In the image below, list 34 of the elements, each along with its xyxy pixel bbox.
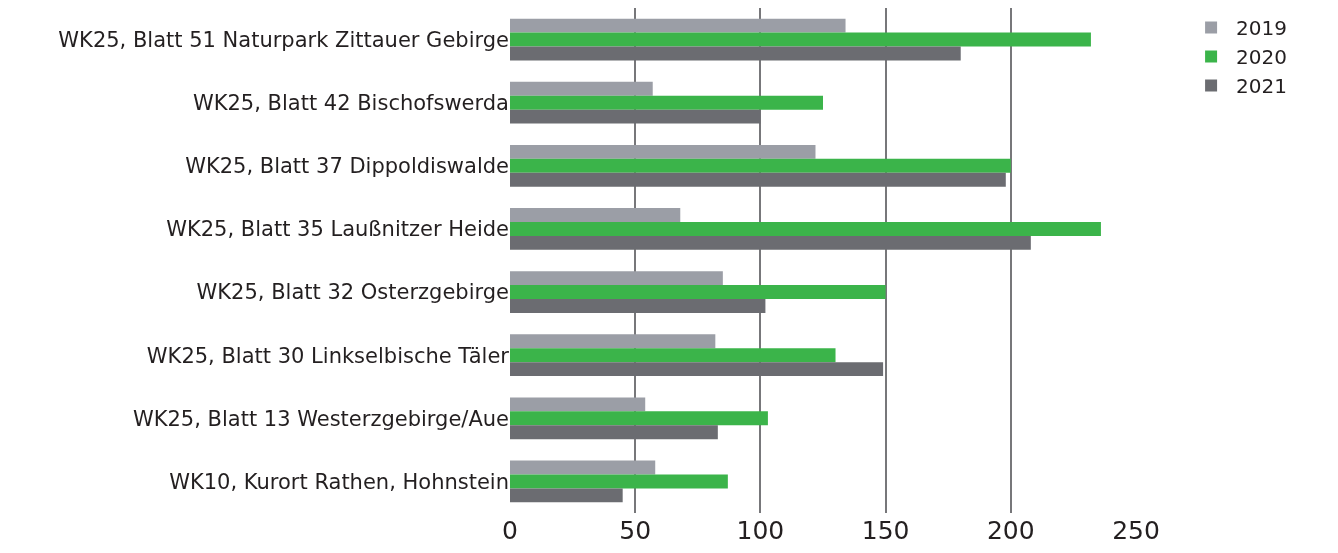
legend-label: 2020	[1236, 45, 1287, 70]
x-tick-label: 200	[986, 516, 1035, 545]
x-tick-label: 100	[736, 516, 785, 545]
x-tick-label: 150	[861, 516, 910, 545]
y-tick-label: WK25, Blatt 51 Naturpark Zittauer Gebirge	[58, 27, 509, 52]
legend-label: 2021	[1236, 74, 1287, 99]
y-tick-label: WK25, Blatt 35 Laußnitzer Heide	[166, 217, 509, 242]
y-tick-label: WK25, Blatt 42 Bischofswerda	[192, 91, 509, 116]
bar	[510, 221, 1101, 236]
bar	[510, 397, 646, 412]
bar	[510, 81, 653, 96]
bar	[510, 474, 728, 489]
bar	[510, 488, 623, 503]
legend-label: 2019	[1236, 16, 1287, 41]
bar	[510, 348, 836, 363]
bar	[510, 95, 823, 110]
bar	[510, 271, 723, 286]
bar	[510, 285, 886, 300]
bar	[510, 144, 816, 159]
y-tick-label: WK25, Blatt 32 Osterzgebirge	[196, 280, 509, 305]
bar	[510, 460, 656, 475]
bar	[510, 208, 681, 222]
x-tick-label: 250	[1112, 516, 1160, 545]
bar	[510, 334, 716, 349]
y-tick-label: WK10, Kurort Rathen, Hohnstein	[169, 469, 509, 494]
bar	[510, 158, 1011, 173]
y-tick-label: WK25, Blatt 30 Linkselbische Täler	[146, 343, 510, 368]
x-tick-label: 0	[502, 516, 518, 545]
x-tick-label: 50	[619, 516, 652, 545]
bar	[510, 32, 1091, 47]
y-tick-label: WK25, Blatt 13 Westerzgebirge/Aue	[132, 406, 509, 431]
bar	[510, 18, 846, 33]
y-tick-label: WK25, Blatt 37 Dippoldiswalde	[185, 154, 509, 179]
bar	[510, 411, 768, 426]
